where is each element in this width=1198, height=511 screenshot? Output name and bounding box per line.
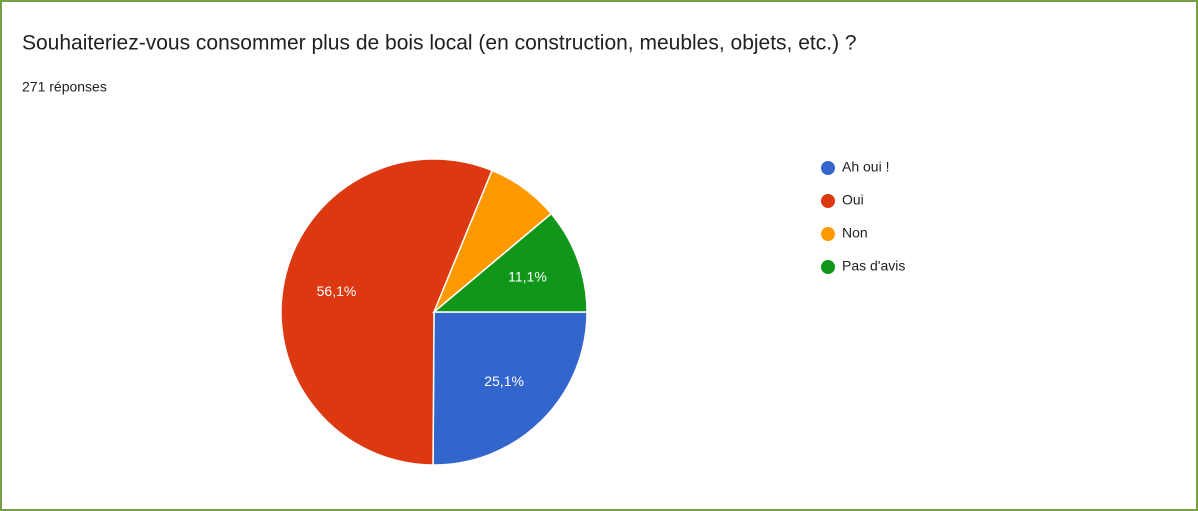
legend-label: Pas d'avis — [842, 258, 905, 274]
pie-slice — [431, 212, 588, 313]
slice-label: 25,1% — [484, 373, 524, 389]
pie-slice — [280, 158, 494, 466]
legend-label: Ah oui ! — [842, 159, 889, 175]
legend-swatch — [821, 260, 835, 274]
legend-swatch — [821, 161, 835, 175]
legend-label: Oui — [842, 192, 864, 208]
legend-swatch — [821, 227, 835, 241]
slice-label: 11,1% — [508, 269, 547, 285]
chart-title: Souhaiteriez-vous consommer plus de bois… — [22, 32, 857, 55]
legend-label: Non — [842, 225, 868, 241]
legend-swatch — [821, 194, 835, 208]
slice-label: 56,1% — [317, 283, 357, 299]
chart-subtitle: 271 réponses — [22, 79, 107, 95]
pie-slice — [432, 311, 588, 466]
